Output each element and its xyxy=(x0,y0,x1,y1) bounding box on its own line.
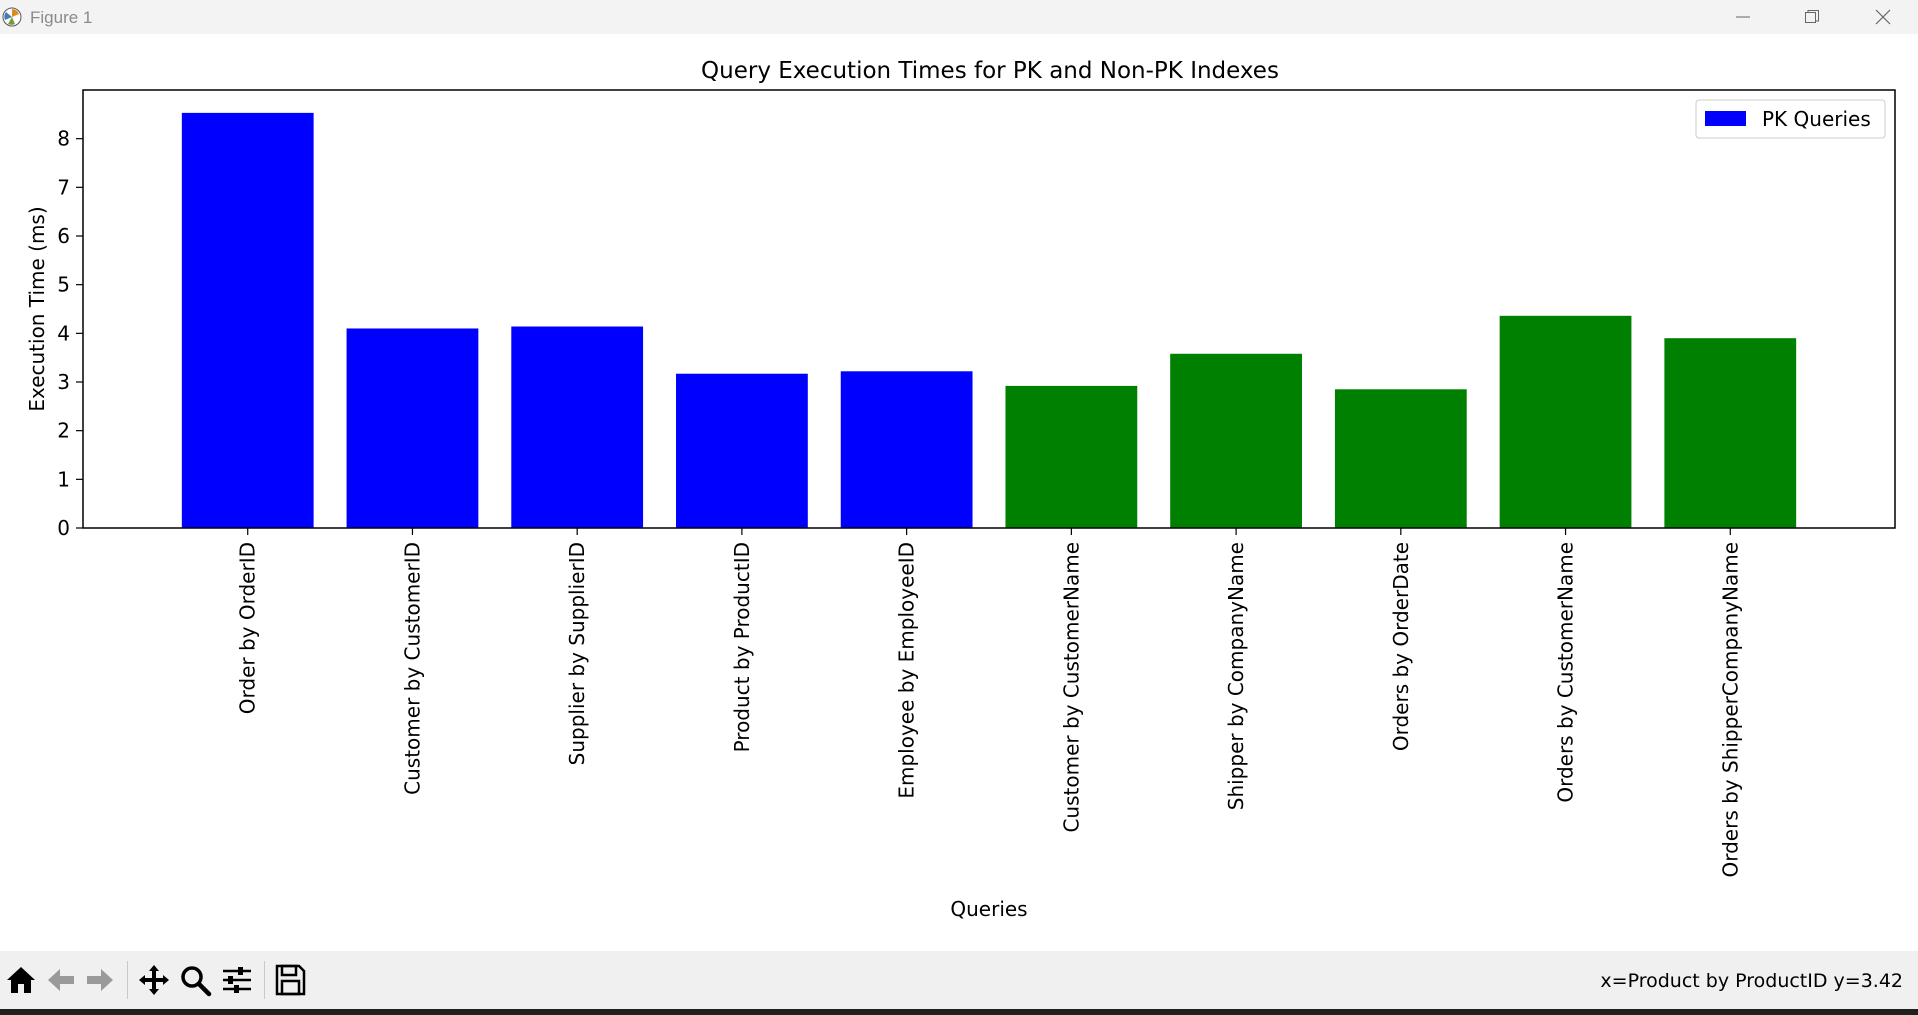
x-tick-label: Customer by CustomerName xyxy=(1059,542,1083,833)
window-bottom-edge xyxy=(0,1009,1918,1015)
sliders-icon xyxy=(223,967,251,993)
x-tick-label: Customer by CustomerID xyxy=(400,542,424,795)
bar-chart: Query Execution Times for PK and Non-PK … xyxy=(25,58,1896,921)
x-tick-label: Orders by CustomerName xyxy=(1554,542,1578,803)
bar xyxy=(346,328,479,528)
plot-frame xyxy=(82,89,1896,529)
x-tick-label: Order by OrderID xyxy=(236,542,260,714)
y-tick-label: 7 xyxy=(57,175,70,199)
close-icon xyxy=(1875,9,1891,25)
minimize-button[interactable] xyxy=(1713,0,1773,34)
legend: PK Queries xyxy=(1695,99,1886,139)
x-tick-label: Orders by OrderDate xyxy=(1389,542,1413,751)
home-icon xyxy=(7,967,35,993)
window-titlebar: Figure 1 xyxy=(0,0,1918,34)
bar xyxy=(1334,389,1467,528)
y-tick-label: 2 xyxy=(57,419,70,443)
y-tick-label: 6 xyxy=(57,224,70,248)
x-tick-label: Supplier by SupplierID xyxy=(565,542,589,765)
chart-title: Query Execution Times for PK and Non-PK … xyxy=(701,58,1279,84)
x-tick-label: Product by ProductID xyxy=(730,542,754,752)
cursor-coordinates: x=Product by ProductID y=3.42 xyxy=(1600,970,1903,992)
y-tick-label: 5 xyxy=(57,273,70,297)
legend-swatch-pk xyxy=(1705,111,1746,126)
x-tick-label: Employee by EmployeeID xyxy=(895,542,919,799)
figure-canvas[interactable]: Query Execution Times for PK and Non-PK … xyxy=(0,34,1918,951)
y-tick-label: 8 xyxy=(57,127,70,151)
minimize-icon xyxy=(1736,16,1750,18)
toolbar-separator xyxy=(264,961,265,999)
bar xyxy=(511,326,644,528)
toolbar-separator xyxy=(127,961,128,999)
y-tick-label: 4 xyxy=(57,321,70,345)
bar xyxy=(181,112,314,528)
forward-button[interactable] xyxy=(83,963,117,997)
y-axis-label: Execution Time (ms) xyxy=(25,206,49,411)
legend-label-pk: PK Queries xyxy=(1762,107,1871,131)
restore-button[interactable] xyxy=(1782,0,1842,34)
bar xyxy=(1170,353,1302,528)
save-figure-button[interactable] xyxy=(273,963,307,997)
x-axis-label: Queries xyxy=(950,897,1027,921)
window-title: Figure 1 xyxy=(30,8,93,27)
zoom-button[interactable] xyxy=(178,963,212,997)
navigation-toolbar: x=Product by ProductID y=3.42 xyxy=(0,951,1918,1009)
back-button[interactable] xyxy=(44,963,78,997)
magnifier-icon xyxy=(181,966,212,997)
configure-subplots-button[interactable] xyxy=(220,963,254,997)
y-tick-label: 3 xyxy=(57,370,70,394)
back-arrow-icon xyxy=(48,969,74,991)
bar xyxy=(1499,315,1632,528)
bar xyxy=(676,373,808,528)
close-button[interactable] xyxy=(1853,0,1913,34)
matplotlib-app-icon xyxy=(2,7,22,27)
home-button[interactable] xyxy=(4,963,38,997)
x-tick-label: Shipper by CompanyName xyxy=(1224,542,1248,810)
floppy-disk-icon xyxy=(275,964,306,996)
bar xyxy=(840,371,973,528)
x-tick-label: Orders by ShipperCompanyName xyxy=(1718,542,1742,878)
y-tick-label: 1 xyxy=(57,467,70,491)
forward-arrow-icon xyxy=(87,969,113,991)
pan-move-icon xyxy=(139,965,169,995)
y-tick-label: 0 xyxy=(57,516,70,540)
legend-box xyxy=(1695,99,1886,139)
bar xyxy=(1005,385,1138,528)
restore-icon xyxy=(1805,10,1819,23)
pan-button[interactable] xyxy=(137,963,171,997)
bar xyxy=(1664,338,1797,528)
